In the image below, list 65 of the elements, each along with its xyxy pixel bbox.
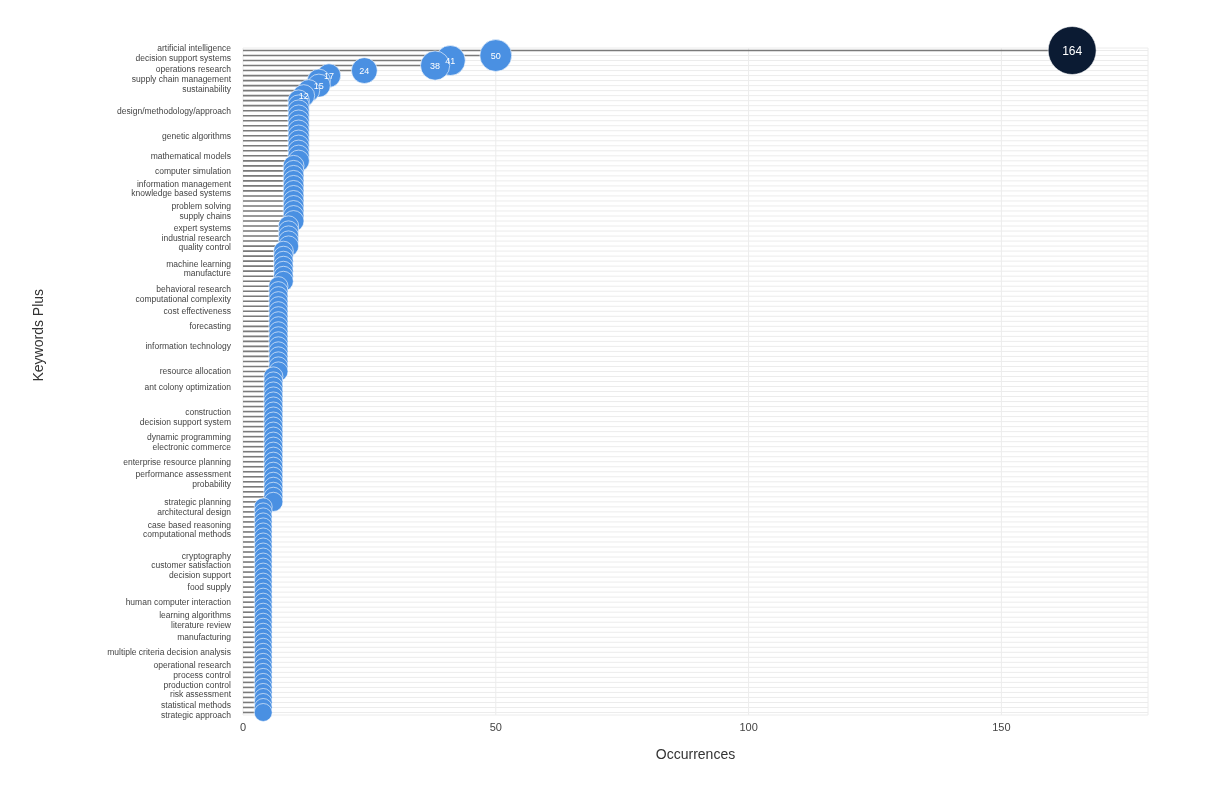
x-tick-label: 50: [489, 720, 502, 733]
y-tick-label: forecasting: [189, 321, 232, 332]
y-tick-label: computational complexity: [135, 293, 232, 304]
y-tick-label: behavioral research: [156, 283, 232, 294]
y-tick-label: genetic algorithms: [162, 130, 231, 141]
y-tick-label: sustainability: [182, 83, 232, 94]
y-tick-label: construction: [185, 406, 232, 417]
y-tick-label: mathematical models: [150, 150, 231, 161]
y-tick-label: design/methodology/approach: [117, 105, 232, 116]
data-label: 17: [323, 70, 334, 81]
y-tick-label: production control: [163, 679, 232, 690]
y-tick-label: artificial intelligence: [157, 43, 232, 54]
y-tick-label: decision support system: [139, 416, 231, 427]
y-tick-label: dynamic programming: [146, 431, 232, 442]
y-tick-label: computer simulation: [154, 165, 232, 176]
data-label: 50: [490, 50, 501, 61]
y-tick-label: literature review: [171, 619, 232, 630]
y-tick-label: computational methods: [143, 529, 231, 540]
x-tick-label: 100: [739, 720, 758, 733]
y-tick-label: enterprise resource planning: [123, 456, 232, 467]
y-tick-label: expert systems: [173, 223, 231, 234]
y-tick-label: decision support: [169, 569, 232, 580]
y-tick-label: electronic commerce: [152, 441, 232, 452]
y-tick-label: resource allocation: [159, 366, 232, 377]
data-label: 15: [313, 80, 324, 91]
y-tick-label: information management: [136, 178, 232, 189]
y-tick-label: knowledge based systems: [131, 188, 231, 199]
x-axis-title: Occurrences: [655, 746, 736, 762]
y-tick-label: human computer interaction: [125, 597, 232, 608]
y-tick-label: performance assessment: [135, 469, 232, 480]
y-tick-label: machine learning: [166, 258, 232, 269]
y-tick-label: strategic planning: [164, 496, 232, 507]
y-tick-label: customer satisfaction: [151, 560, 232, 571]
y-tick-label: information technology: [145, 341, 232, 352]
y-tick-label: quality control: [178, 242, 232, 253]
data-label: 24: [359, 65, 370, 76]
data-label: 164: [1062, 43, 1083, 58]
x-tick-label: 0: [239, 720, 247, 733]
y-tick-label: risk assessment: [170, 689, 232, 700]
y-tick-label: cryptography: [181, 550, 232, 561]
y-tick-label: multiple criteria decision analysis: [107, 647, 231, 658]
y-tick-label: operational research: [153, 660, 232, 671]
y-tick-label: cost effectiveness: [163, 306, 231, 317]
y-tick-label: manufacture: [183, 268, 232, 279]
y-tick-label: strategic approach: [161, 709, 232, 720]
y-tick-label: architectural design: [157, 506, 232, 517]
y-tick-label: decision support systems: [135, 52, 231, 63]
x-tick-label: 150: [992, 720, 1011, 733]
y-tick-label: manufacturing: [177, 632, 232, 643]
y-tick-label: supply chain management: [131, 73, 232, 84]
data-label: 12: [298, 90, 309, 101]
y-tick-label: supply chains: [179, 211, 231, 221]
y-tick-label: statistical methods: [161, 700, 231, 711]
y-tick-label: food supply: [187, 582, 232, 593]
y-axis-title: Keywords Plus: [29, 288, 46, 382]
y-tick-label: operations research: [155, 64, 232, 75]
y-tick-label: process control: [173, 670, 232, 681]
y-tick-label: learning algorithms: [159, 609, 231, 620]
y-tick-label: problem solving: [171, 200, 232, 211]
data-label: 41: [445, 55, 456, 66]
data-label: 38: [430, 60, 441, 71]
y-tick-label: probability: [192, 479, 232, 490]
y-tick-label: industrial research: [161, 232, 232, 243]
y-tick-label: case based reasoning: [147, 519, 232, 530]
y-tick-label: ant colony optimization: [144, 381, 232, 392]
